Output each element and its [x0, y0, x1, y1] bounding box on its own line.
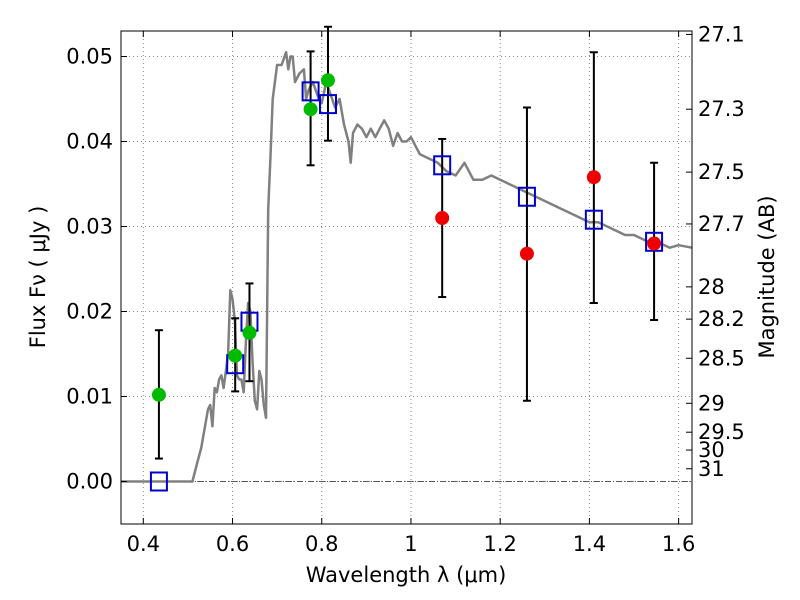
right-axis-label: Magnitude (AB): [755, 195, 779, 358]
x-tick-label: 1.6: [662, 532, 695, 556]
plot-background: [121, 31, 692, 524]
y-tick-label: 0.00: [66, 470, 113, 494]
y-axis-label: Flux Fν ( μJy ): [26, 206, 50, 349]
model-photometry-box: [318, 94, 337, 115]
model-photometry-box: [149, 471, 168, 492]
right-tick-label: 27.3: [698, 97, 745, 121]
observed-point-green: [151, 387, 166, 402]
observed-point-green: [242, 325, 257, 340]
right-tick-label: 27.1: [698, 22, 745, 46]
observed-point-green: [320, 73, 335, 88]
y-tick-label: 0.02: [66, 300, 113, 324]
plot-frame: [120, 30, 693, 525]
model-photometry-box: [517, 186, 536, 207]
x-axis-label: Wavelength λ (μm): [306, 563, 507, 587]
y-tick-label: 0.05: [66, 45, 113, 69]
x-tick-label: 0.8: [305, 532, 338, 556]
y-axis-ticks: 0.00 0.01 0.02 0.03 0.04 0.05: [66, 45, 127, 494]
right-tick-label: 27.5: [698, 160, 745, 184]
x-tick-label: 0.6: [216, 532, 249, 556]
model-photometry-box: [584, 209, 603, 230]
right-tick-label: 30: [698, 438, 725, 462]
model-photometry-box: [645, 231, 664, 252]
observed-point-red: [435, 211, 450, 225]
right-tick-label: 28: [698, 275, 725, 299]
model-photometry-box: [301, 81, 320, 102]
right-tick-label: 28.5: [698, 346, 745, 370]
x-tick-label: 1: [404, 532, 417, 556]
observed-points: [151, 73, 662, 402]
right-tick-label: 29.5: [698, 420, 745, 444]
y-tick-label: 0.01: [66, 385, 113, 409]
x-tick-label: 1.4: [573, 532, 606, 556]
model-photometry-box: [433, 155, 452, 176]
x-axis-ticks: 0.4 0.6 0.8 1 1.2 1.4 1.6: [127, 31, 695, 556]
observed-point-red: [586, 170, 601, 185]
right-tick-label: 28.2: [698, 307, 745, 331]
x-tick-label: 1.2: [483, 532, 516, 556]
observed-point-red: [519, 246, 534, 261]
observed-point-red: [647, 236, 662, 251]
right-tick-label: 31: [698, 457, 725, 481]
y-tick-label: 0.04: [66, 130, 113, 154]
x-tick-label: 0.4: [127, 532, 160, 556]
observed-point-green: [228, 348, 243, 363]
observed-point-green: [303, 102, 318, 117]
right-tick-label: 29: [698, 391, 725, 415]
y-tick-label: 0.03: [66, 215, 113, 239]
right-tick-label: 27.7: [698, 212, 745, 236]
